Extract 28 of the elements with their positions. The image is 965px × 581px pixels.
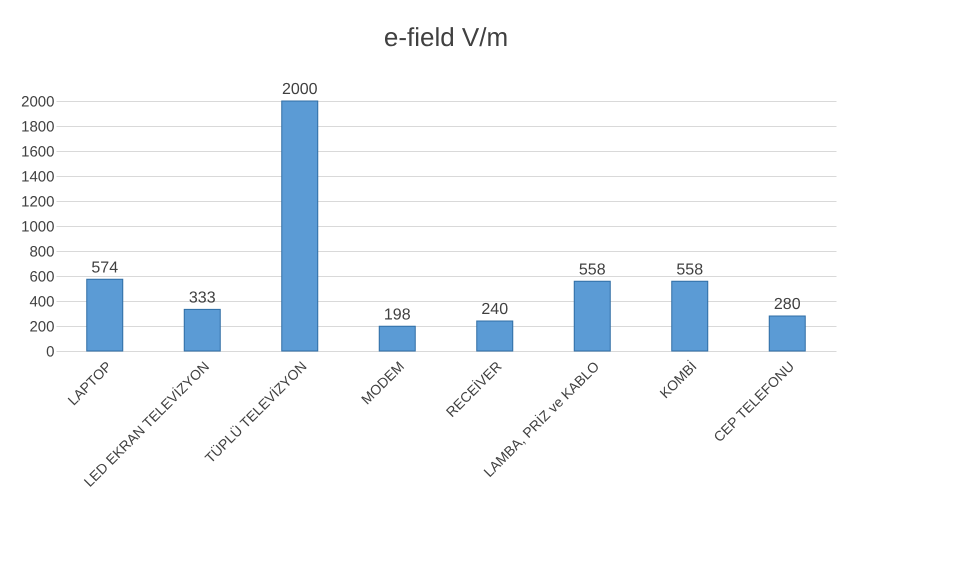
data-label: 240: [481, 301, 508, 318]
y-tick-label: 1200: [21, 194, 54, 210]
data-label: 558: [676, 261, 704, 278]
y-tick-label: 2000: [21, 94, 54, 110]
data-label: 2000: [282, 81, 318, 98]
bar: [476, 320, 514, 352]
y-tick-label: 1600: [21, 144, 54, 160]
bar: [281, 100, 318, 352]
bar: [86, 278, 124, 352]
data-label: 280: [774, 296, 801, 313]
y-tick-label: 1800: [21, 118, 54, 136]
data-label: 333: [188, 289, 216, 306]
bar: [378, 326, 416, 352]
y-tick-label: 800: [29, 244, 54, 260]
bar: [768, 316, 806, 352]
y-tick-label: 200: [29, 318, 54, 336]
y-tick-label: 1000: [21, 218, 54, 236]
data-label: 574: [91, 259, 118, 276]
y-tick-label: 0: [46, 344, 54, 360]
bar: [574, 280, 611, 352]
bar: [671, 280, 708, 352]
data-label: 198: [384, 306, 411, 324]
y-tick-label: 400: [29, 294, 54, 310]
data-label: 558: [578, 261, 606, 278]
y-tick-label: 600: [29, 268, 54, 286]
chart-title: e-field V/m: [384, 22, 508, 52]
y-tick-label: 1400: [21, 168, 54, 186]
bar: [184, 308, 221, 352]
